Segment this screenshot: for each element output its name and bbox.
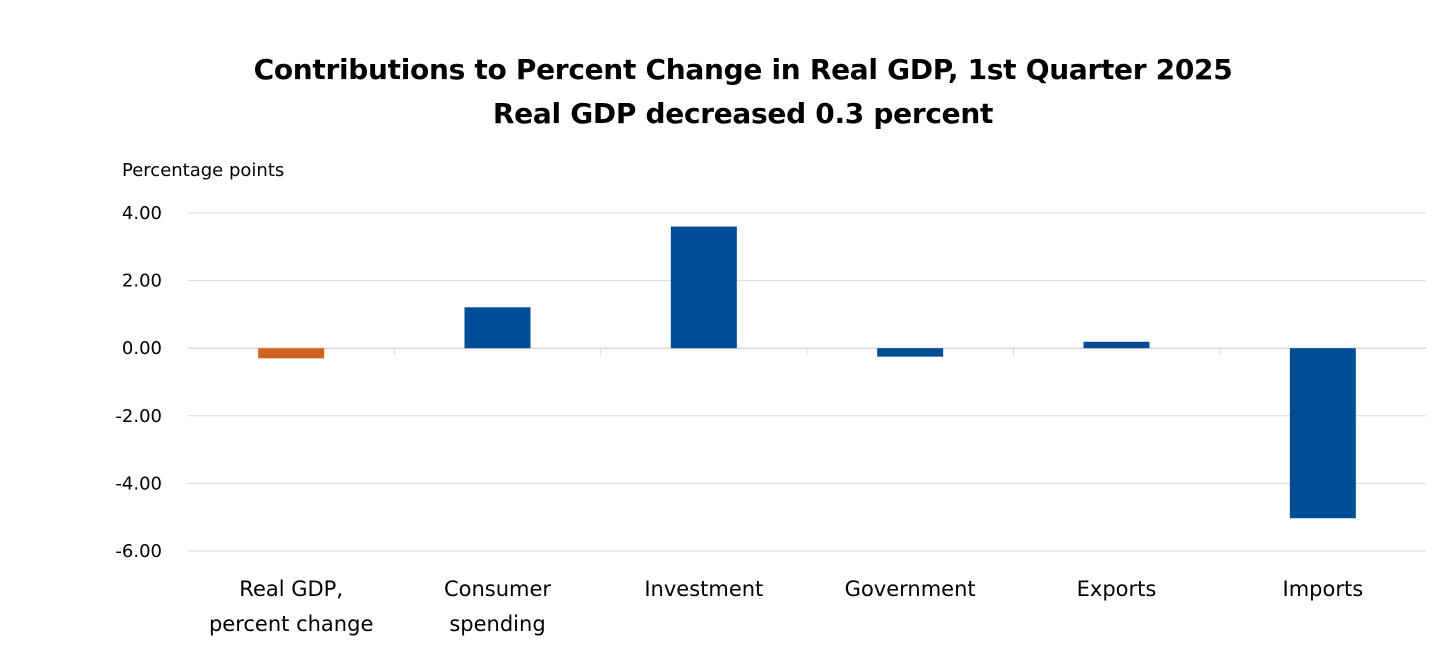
y-tick-label: 2.00 [122, 271, 162, 292]
x-tick-label: percent change [209, 612, 373, 636]
chart-title-block: Contributions to Percent Change in Real … [0, 48, 1456, 136]
y-axis-label: Percentage points [122, 160, 285, 181]
x-tick-label: Real GDP, [239, 577, 343, 601]
bar [258, 348, 325, 359]
x-tick-label: Investment [644, 577, 763, 601]
x-tick-label: Imports [1283, 577, 1364, 601]
x-tick-label: Consumer [444, 577, 551, 601]
y-tick-label: -2.00 [115, 406, 162, 427]
bar [464, 307, 531, 349]
y-tick-label: -6.00 [115, 541, 162, 562]
y-tick-label: -4.00 [115, 473, 162, 494]
y-tick-label: 0.00 [122, 338, 162, 359]
chart-subtitle: Real GDP decreased 0.3 percent [492, 97, 994, 130]
chart-title: Contributions to Percent Change in Real … [253, 53, 1233, 86]
y-tick-label: 4.00 [122, 203, 162, 224]
bar [670, 226, 737, 349]
bar [877, 348, 944, 357]
bar [1289, 348, 1356, 519]
x-tick-label: Government [845, 577, 976, 601]
x-tick-label: Exports [1077, 577, 1157, 601]
bar [1083, 341, 1150, 349]
x-tick-label: spending [449, 612, 545, 636]
